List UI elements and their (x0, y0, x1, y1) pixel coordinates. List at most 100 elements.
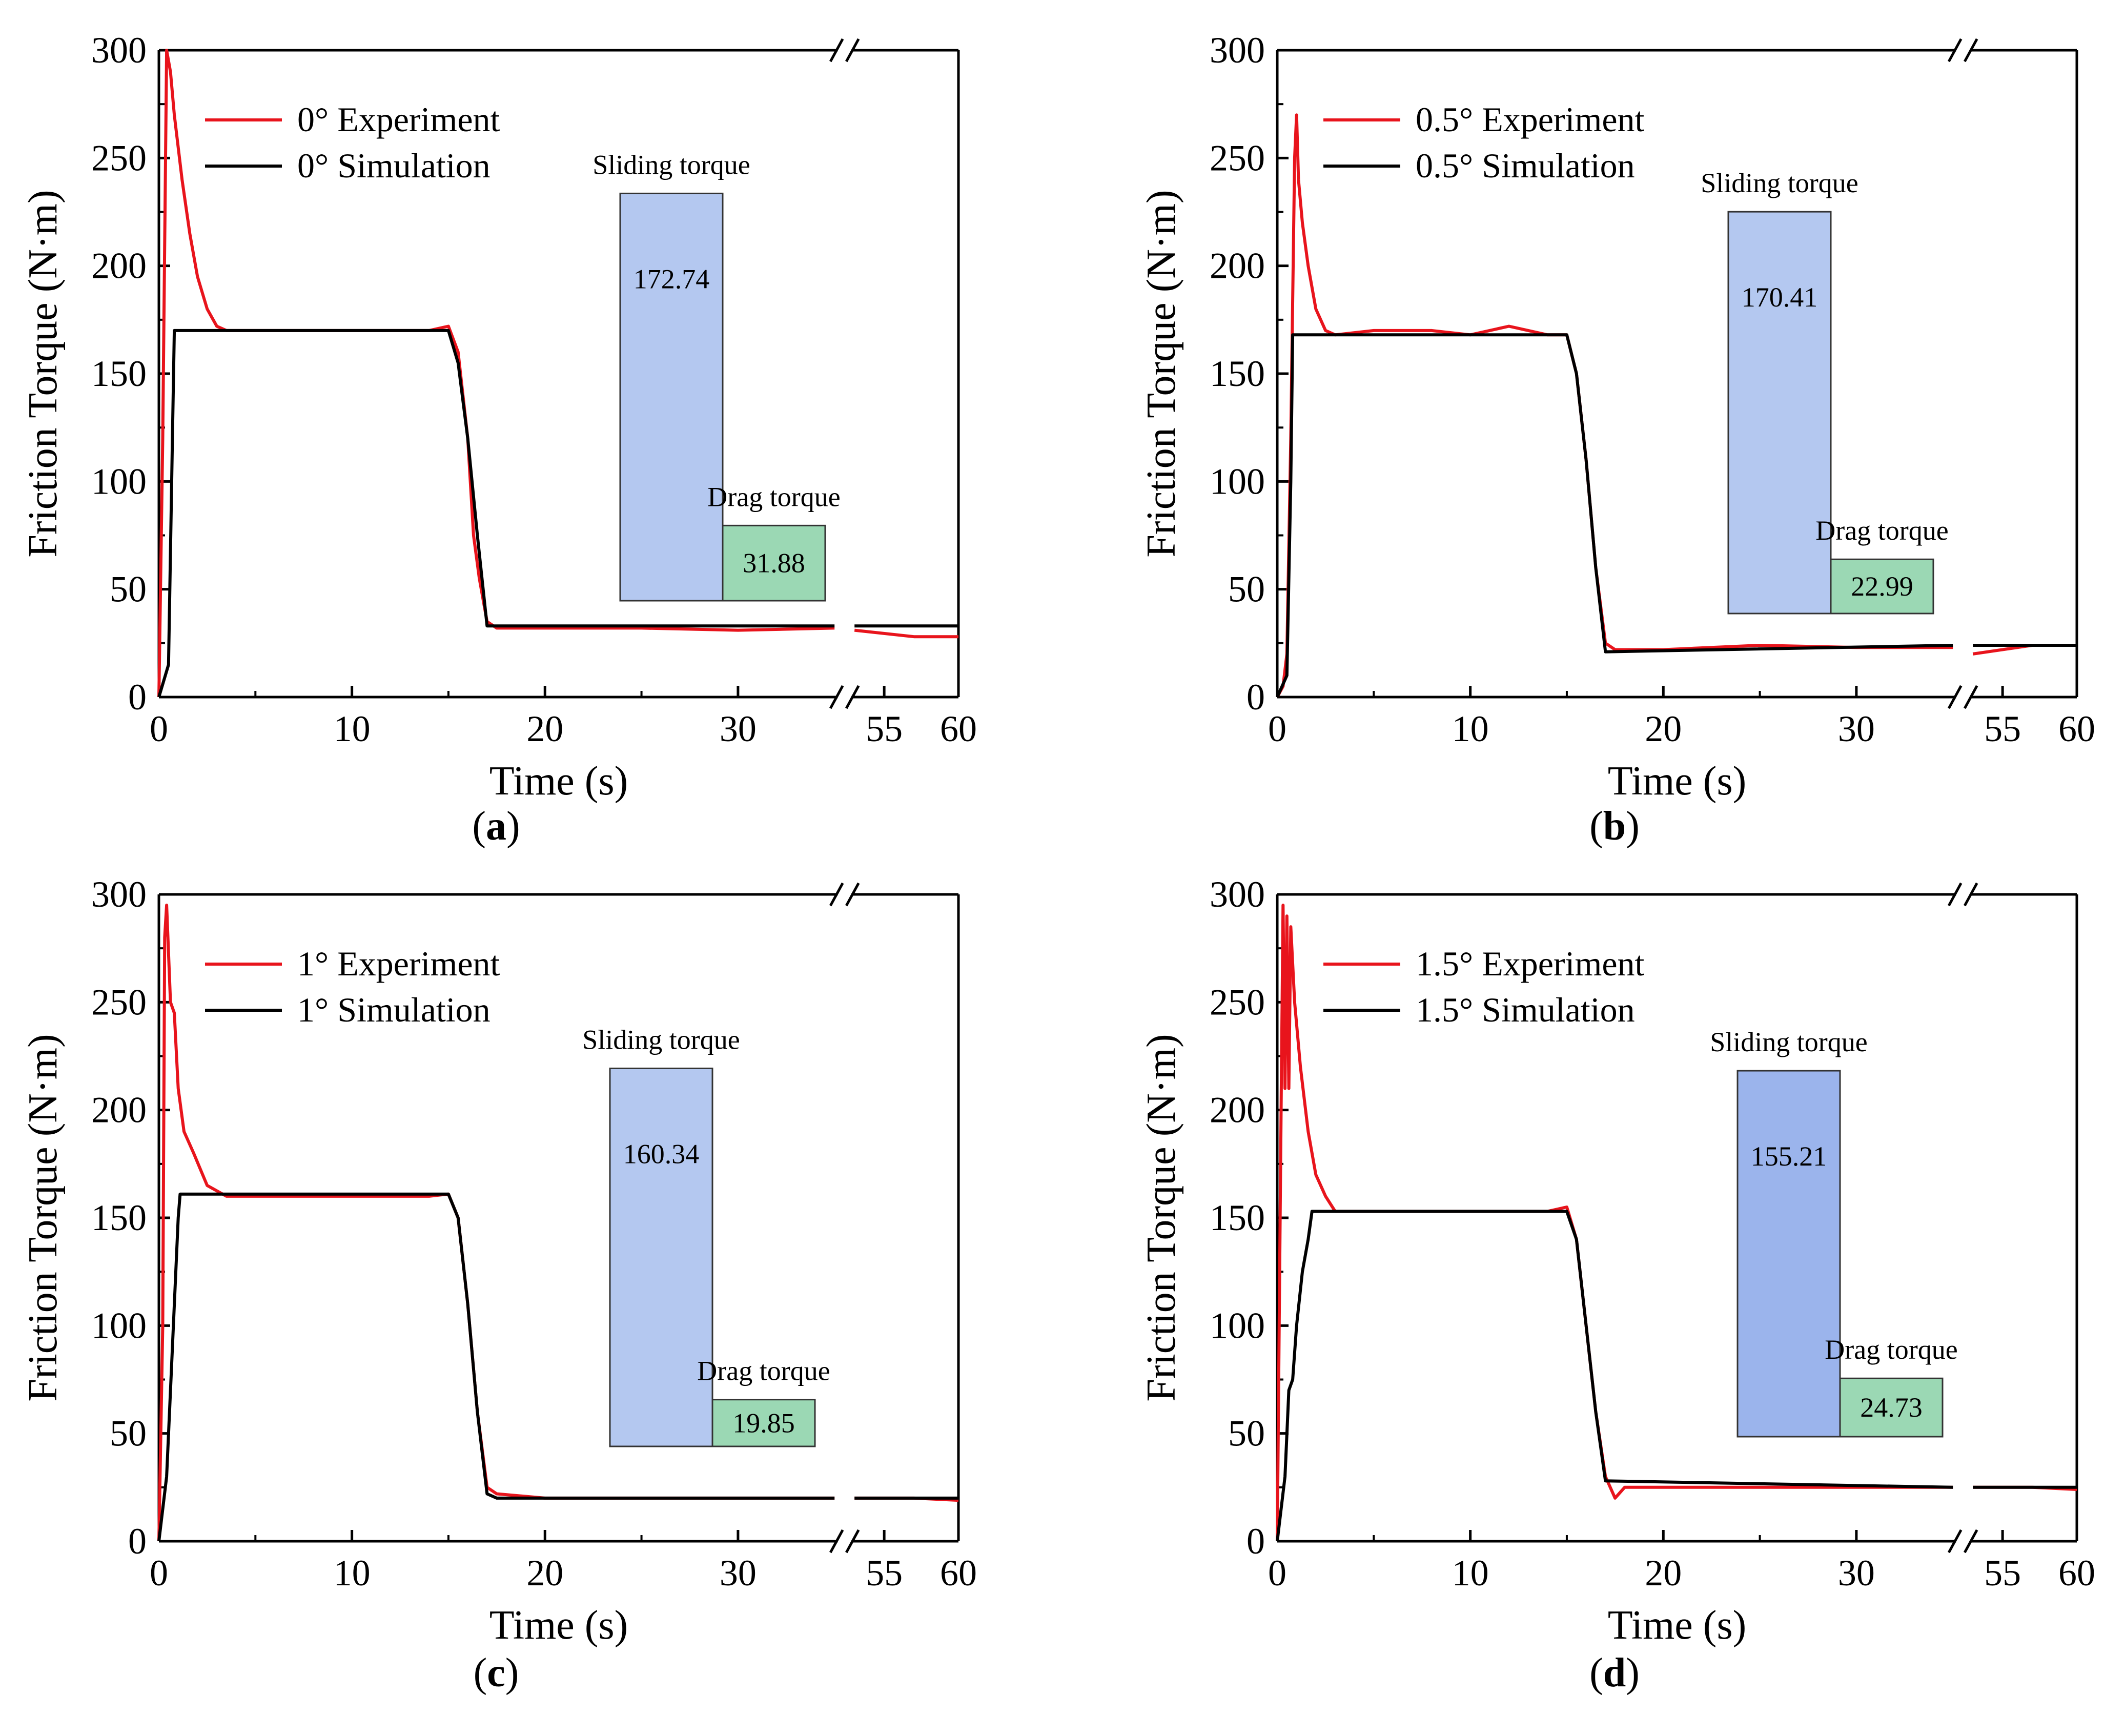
y-tick-label: 250 (1210, 982, 1265, 1023)
drag-torque-bar (711, 1399, 816, 1447)
y-tick-label: 50 (1228, 569, 1265, 610)
y-axis-title: Friction Torque (N·m) (21, 1034, 66, 1401)
sliding-torque-label: Sliding torque (1710, 1027, 1868, 1057)
y-tick-label: 150 (1210, 1197, 1265, 1238)
y-tick-label: 100 (1210, 461, 1265, 502)
axis-break-mark (829, 685, 844, 709)
experiment-series-line (1276, 113, 1953, 698)
legend-label-experiment: 0° Experiment (297, 100, 500, 139)
x-tick-label: 60 (2058, 708, 2095, 749)
y-axis-title: Friction Torque (N·m) (1139, 1034, 1184, 1401)
sliding-torque-bar (609, 1067, 713, 1447)
sliding-torque-value: 160.34 (623, 1138, 700, 1169)
x-tick-label: 0 (150, 1553, 168, 1594)
x-tick-label: 0 (150, 708, 168, 749)
sliding-torque-label: Sliding torque (1701, 168, 1858, 198)
y-tick-label: 50 (1228, 1413, 1265, 1454)
y-tick-label: 100 (1210, 1305, 1265, 1346)
y-tick-label: 100 (91, 1305, 147, 1346)
drag-torque-bar (722, 524, 826, 602)
x-tick-label: 30 (720, 1553, 757, 1594)
x-tick-label: 60 (2058, 1553, 2095, 1594)
y-axis-title: Friction Torque (N·m) (21, 190, 66, 557)
x-axis-title: Time (s) (489, 1603, 628, 1648)
legend-label-experiment: 0.5° Experiment (1416, 100, 1645, 139)
drag-torque-bar (1839, 1377, 1944, 1438)
sliding-torque-value: 172.74 (634, 263, 710, 294)
x-tick-label: 10 (334, 1553, 371, 1594)
sliding-torque-label: Sliding torque (582, 1024, 740, 1055)
x-tick-label: 30 (1838, 1553, 1875, 1594)
axis-break-mark (845, 38, 860, 63)
x-tick-label: 55 (1984, 1553, 2021, 1594)
sliding-torque-bar (1727, 211, 1832, 615)
axis-break-mark (1948, 882, 1963, 907)
drag-torque-label: Drag torque (707, 481, 840, 512)
x-tick-label: 55 (1984, 708, 2021, 749)
y-tick-label: 100 (91, 461, 147, 502)
drag-torque-label: Drag torque (1815, 515, 1948, 546)
panel-a: 0 50 100 150 200 250 300 0 10 20 30 55 60 Time (s) Fri… (21, 30, 977, 849)
legend-label-simulation: 0.5° Simulation (1416, 146, 1635, 185)
y-tick-label: 250 (91, 982, 147, 1023)
axis-break-mark (1964, 1529, 1978, 1554)
legend-label-simulation: 0° Simulation (297, 146, 491, 185)
legend-label-experiment: 1° Experiment (297, 944, 500, 983)
axis-break-mark (1948, 1529, 1963, 1554)
simulation-series-line (157, 1192, 835, 1542)
axis-break-mark (1964, 38, 1978, 63)
y-tick-label: 150 (1210, 353, 1265, 394)
y-tick-label: 200 (1210, 1090, 1265, 1131)
x-tick-label: 10 (1452, 1553, 1489, 1594)
y-tick-label: 300 (1210, 874, 1265, 915)
drag-torque-bar (1830, 558, 1934, 615)
axis-break-mark (1948, 38, 1963, 63)
x-tick-label: 20 (1645, 1553, 1682, 1594)
x-axis-title: Time (s) (1608, 759, 1746, 804)
panel-caption: (c) (474, 1650, 519, 1696)
x-tick-label: 0 (1268, 708, 1286, 749)
y-tick-label: 200 (1210, 246, 1265, 287)
panel-c: 0 50 100 150 200 250 300 0 10 20 30 55 60 Time (s) Fri… (21, 874, 977, 1696)
drag-torque-value: 22.99 (1851, 571, 1913, 602)
axis-break-mark (1964, 882, 1978, 907)
drag-torque-label: Drag torque (1825, 1334, 1957, 1365)
sliding-torque-value: 170.41 (1742, 282, 1818, 313)
y-tick-label: 0 (128, 677, 147, 718)
legend-label-simulation: 1° Simulation (297, 990, 491, 1029)
axis-break-mark (829, 38, 844, 63)
y-axis-title: Friction Torque (N·m) (1139, 190, 1184, 557)
legend-label-simulation: 1.5° Simulation (1416, 990, 1635, 1029)
sliding-torque-bar (619, 192, 724, 602)
x-tick-label: 30 (1838, 708, 1875, 749)
axis-break-mark (829, 1529, 844, 1554)
axis-break-mark (845, 1529, 860, 1554)
x-axis-title: Time (s) (489, 759, 628, 804)
y-tick-label: 50 (110, 569, 147, 610)
x-tick-label: 60 (940, 1553, 977, 1594)
x-tick-label: 20 (526, 1553, 563, 1594)
y-tick-label: 150 (91, 1197, 147, 1238)
x-tick-label: 10 (1452, 708, 1489, 749)
drag-torque-label: Drag torque (697, 1356, 830, 1386)
x-axis-title: Time (s) (1608, 1603, 1746, 1648)
y-tick-label: 0 (1247, 677, 1265, 718)
y-tick-label: 0 (1247, 1521, 1265, 1562)
simulation-series-line (1276, 1210, 1953, 1542)
y-tick-label: 150 (91, 353, 147, 394)
axis-break-mark (1948, 685, 1963, 709)
y-tick-label: 50 (110, 1413, 147, 1454)
legend-label-experiment: 1.5° Experiment (1416, 944, 1645, 983)
y-tick-label: 300 (1210, 30, 1265, 71)
axis-break-mark (845, 882, 860, 907)
x-tick-label: 60 (940, 708, 977, 749)
x-tick-label: 20 (1645, 708, 1682, 749)
y-tick-label: 250 (91, 137, 147, 178)
panel-caption: (a) (472, 804, 520, 849)
y-tick-label: 200 (91, 246, 147, 287)
x-tick-label: 55 (866, 1553, 903, 1594)
panel-caption: (d) (1589, 1650, 1640, 1696)
x-tick-label: 10 (334, 708, 371, 749)
experiment-series-line (854, 628, 958, 639)
